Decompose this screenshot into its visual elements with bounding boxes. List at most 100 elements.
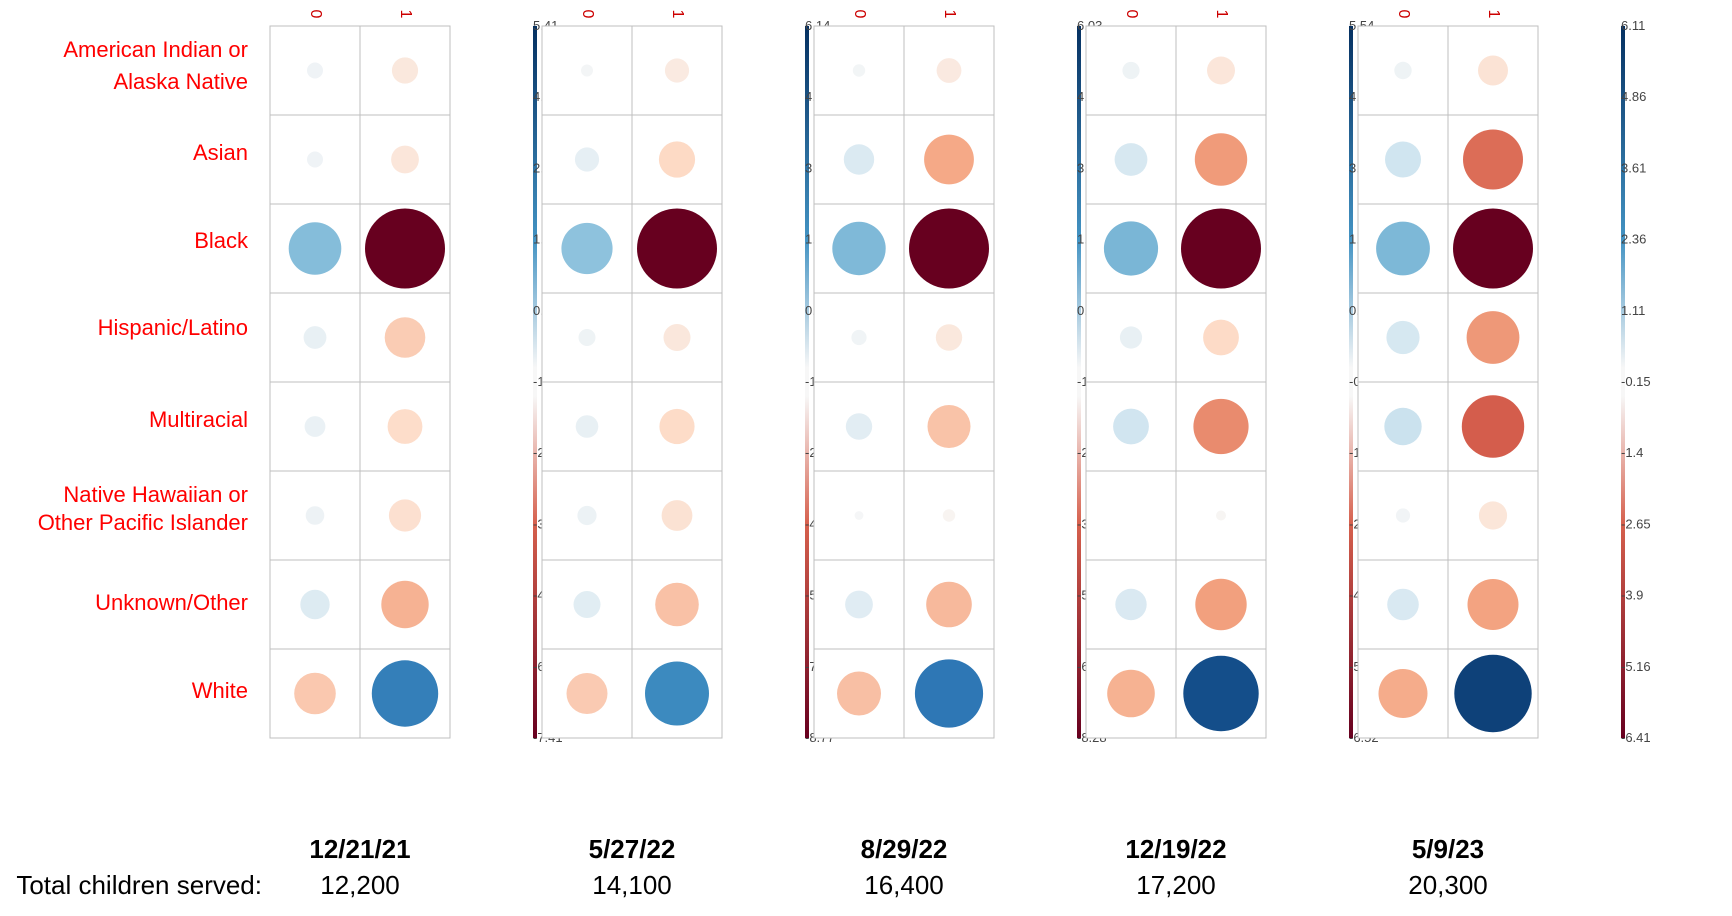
scale-tick-label: 4.86 [1621, 89, 1646, 104]
value-circle [294, 672, 336, 715]
value-circle [658, 141, 696, 178]
color-scale-bar [1621, 26, 1625, 738]
color-scale-bar [1077, 26, 1081, 738]
value-circle [1386, 320, 1420, 355]
scale-tick-label: -1 [533, 374, 545, 389]
column-tick-label: 1 [941, 10, 958, 19]
value-circle [391, 145, 419, 174]
value-circle [909, 208, 989, 289]
value-circle [1394, 61, 1412, 80]
value-circle [304, 416, 326, 437]
value-circle [371, 660, 439, 727]
scale-tick-label: -1.4 [1621, 445, 1643, 460]
value-circle [1395, 508, 1411, 523]
value-circle [577, 505, 597, 526]
panel: 0 1 6.11 4.86 3.61 2.36 1.11 -0.15 -1.4 -2.65 -3.9… [1357, 10, 1651, 900]
row-label-line: Native Hawaiian or [63, 482, 248, 507]
panel-total: 17,200 [1136, 870, 1216, 900]
value-circle [927, 405, 971, 448]
value-circle [936, 58, 962, 83]
value-circle [1119, 326, 1143, 349]
value-circle [832, 221, 886, 276]
value-circle [843, 144, 875, 175]
value-circle [1385, 141, 1421, 178]
value-circle [1193, 398, 1249, 455]
value-circle [1203, 319, 1239, 356]
value-circle [387, 409, 423, 444]
row-label-line: Other Pacific Islander [38, 510, 248, 535]
scale-tick-label: 1.11 [1621, 303, 1645, 318]
value-circle [381, 580, 429, 629]
value-circle [574, 147, 600, 172]
value-circle [307, 151, 323, 168]
value-circle [1376, 221, 1430, 276]
total-label: Total children served: [16, 870, 262, 900]
value-circle [1207, 56, 1235, 85]
value-circle [926, 581, 972, 628]
value-circle [1378, 669, 1428, 718]
panel-total: 20,300 [1408, 870, 1488, 900]
scale-tick-label: -0.15 [1621, 374, 1651, 389]
value-circle [659, 408, 695, 445]
value-circle [837, 671, 881, 716]
row-label: Asian [193, 140, 248, 165]
row-label: Unknown/Other [95, 590, 248, 615]
value-circle [852, 64, 866, 77]
column-tick-label: 0 [307, 10, 324, 19]
row-label: American Indian or Alaska Native [63, 37, 248, 94]
value-circle [1216, 510, 1226, 521]
grid-cell [359, 559, 451, 650]
panel-total: 16,400 [864, 870, 944, 900]
value-circle [845, 413, 873, 440]
value-circle [1113, 408, 1149, 445]
value-circle [942, 509, 956, 522]
panel: 015.414.132.851.560.28-1-2.28-3.56-4.84-… [269, 10, 563, 900]
column-tick-label: 0 [851, 10, 868, 19]
value-circle [645, 661, 709, 726]
value-circle [1194, 133, 1248, 186]
panel: 016.144.653.161.670.18-1.31-2.8-4.29-5.7… [541, 10, 835, 900]
scale-tick-label: 3.61 [1621, 160, 1646, 175]
row-label: Native Hawaiian or Other Pacific Islander [38, 482, 248, 535]
scale-tick-label: -3.9 [1621, 588, 1643, 603]
column-tick-label: 1 [669, 10, 686, 19]
value-circle [1195, 578, 1247, 631]
value-circle [1387, 588, 1419, 621]
value-circle [845, 590, 873, 619]
column-tick-label: 1 [397, 10, 414, 19]
column-tick-label: 0 [579, 10, 596, 19]
panel: 016.034.593.161.730.3-1.13-2.56-3.99-5.4… [813, 10, 1107, 900]
value-circle [566, 673, 608, 714]
color-scale-bar [533, 26, 537, 738]
value-circle [1461, 395, 1525, 458]
value-circle [1114, 143, 1148, 176]
value-circle [1466, 311, 1520, 364]
value-circle [307, 62, 323, 79]
row-label-line: Alaska Native [113, 69, 248, 94]
panel-date: 8/29/22 [861, 834, 948, 864]
value-circle [1115, 588, 1147, 621]
scale-tick-label: 2.36 [1621, 232, 1646, 247]
value-circle [1467, 579, 1519, 630]
value-circle [288, 222, 342, 275]
value-circle [1103, 221, 1159, 276]
value-circle [384, 317, 426, 358]
value-circle [655, 582, 699, 627]
value-circle [391, 57, 419, 84]
value-circle [637, 208, 717, 289]
value-circle [1183, 655, 1259, 732]
value-circle [1122, 61, 1140, 80]
grid-cell [359, 292, 451, 383]
grid-cell [1085, 470, 1177, 561]
column-tick-label: 1 [1213, 10, 1230, 19]
column-tick-label: 0 [1395, 10, 1412, 19]
value-circle [561, 222, 613, 275]
value-circle [578, 329, 596, 346]
scale-tick-label: -6.41 [1621, 730, 1651, 745]
row-label: White [192, 678, 248, 703]
row-label: Black [194, 228, 249, 253]
panel-date: 5/27/22 [589, 834, 676, 864]
value-circle [914, 659, 984, 728]
panel: 015.544.333.131.920.71-0.49-1.7-2.9-4.11… [1085, 10, 1379, 900]
